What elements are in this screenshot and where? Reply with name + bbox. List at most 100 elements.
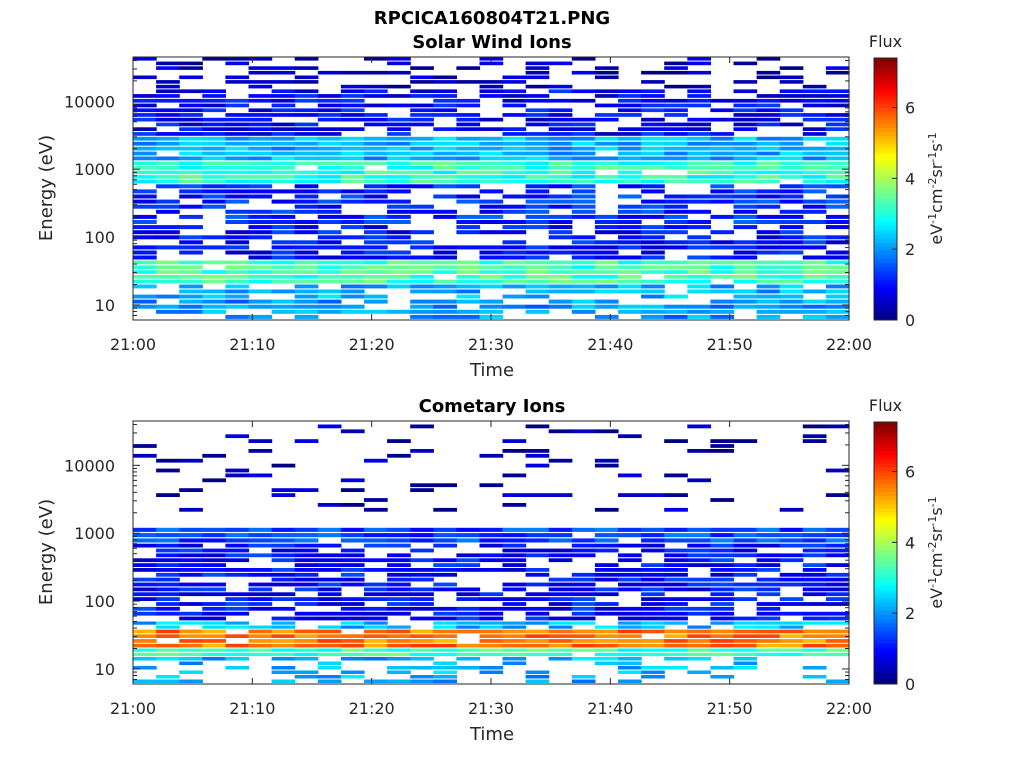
heatmap-cell	[179, 156, 203, 161]
heatmap-cell	[340, 127, 365, 131]
heatmap-cell	[687, 270, 711, 274]
heatmap-cell	[664, 587, 688, 592]
heatmap-cell	[779, 543, 804, 548]
heatmap-cell	[340, 538, 365, 543]
heatmap-cell	[340, 260, 365, 265]
colorbar-segment	[874, 291, 897, 296]
heatmap-cell	[133, 108, 157, 113]
heatmap-cell	[779, 209, 804, 214]
heatmap-cell	[410, 179, 434, 184]
heatmap-cell	[664, 175, 688, 179]
heatmap-cell	[571, 179, 596, 184]
colorbar-segment	[874, 107, 897, 112]
heatmap-cell	[687, 538, 711, 543]
colorbar-segment	[874, 103, 897, 108]
colorbar-segment	[874, 242, 897, 247]
heatmap-cell	[618, 220, 642, 224]
heatmap-cell	[779, 597, 804, 601]
heatmap-cell	[664, 113, 688, 117]
heatmap-cell	[340, 533, 365, 538]
heatmap-cell	[825, 136, 850, 141]
heatmap-cell	[225, 270, 250, 274]
heatmap-cell	[456, 141, 481, 146]
heatmap-cell	[548, 166, 573, 170]
colorbar-segment	[874, 148, 897, 153]
heatmap-cell	[710, 151, 735, 156]
heatmap-cell	[571, 189, 596, 194]
heatmap-cell	[433, 179, 457, 184]
colorbar-segment	[874, 311, 897, 317]
heatmap-cell	[156, 225, 180, 230]
heatmap-cell	[641, 151, 665, 156]
colorbar-segment	[874, 679, 897, 685]
heatmap-cell	[502, 141, 527, 146]
heatmap-cell	[433, 255, 457, 260]
colorbar-tick-label: 0	[905, 311, 915, 330]
heatmap-cell	[687, 587, 711, 592]
heatmap-cell	[364, 57, 388, 61]
heatmap-cell	[202, 616, 226, 621]
x-tick-label: 21:50	[707, 699, 753, 718]
heatmap-cell	[733, 666, 758, 670]
heatmap-cell	[641, 289, 665, 294]
heatmap-cell	[271, 245, 296, 250]
heatmap-cell	[733, 166, 758, 170]
heatmap-cell	[294, 587, 319, 592]
colorbar-segment	[874, 479, 897, 484]
heatmap-cell	[479, 538, 504, 543]
heatmap-cell	[687, 260, 711, 265]
heatmap-cell	[479, 127, 504, 131]
colorbar-segment	[874, 229, 897, 235]
heatmap-cell	[202, 260, 226, 265]
heatmap-cell	[641, 199, 665, 204]
heatmap-cell	[548, 597, 573, 601]
heatmap-cell	[502, 304, 527, 309]
heatmap-cell	[456, 592, 481, 597]
heatmap-cell	[825, 577, 850, 582]
heatmap-cell	[502, 220, 527, 224]
heatmap-cell	[271, 179, 296, 184]
heatmap-cell	[733, 625, 758, 629]
heatmap-cell	[687, 284, 711, 289]
heatmap-cell	[410, 424, 434, 429]
heatmap-cell	[225, 533, 250, 538]
heatmap-cell	[294, 270, 319, 274]
heatmap-cell	[294, 648, 319, 652]
heatmap-cell	[664, 240, 688, 245]
heatmap-cell	[479, 245, 504, 250]
heatmap-cell	[594, 429, 619, 434]
heatmap-cell	[294, 582, 319, 587]
heatmap-cell	[456, 611, 481, 616]
heatmap-cell	[456, 156, 481, 161]
x-axis-label: Time	[469, 360, 514, 381]
heatmap-cell	[340, 670, 365, 674]
heatmap-cell	[456, 279, 481, 284]
heatmap-cell	[456, 179, 481, 184]
heatmap-cell	[248, 184, 273, 189]
heatmap-cell	[133, 270, 157, 274]
heatmap-cell	[179, 611, 203, 616]
heatmap-cell	[641, 279, 665, 284]
heatmap-cell	[179, 458, 203, 463]
heatmap-cell	[710, 161, 735, 166]
heatmap-cell	[225, 170, 250, 175]
heatmap-cell	[202, 568, 226, 572]
heatmap-cell	[571, 275, 596, 279]
heatmap-cell	[618, 179, 642, 184]
heatmap-cell	[618, 657, 642, 661]
heatmap-cell	[387, 587, 411, 592]
heatmap-cell	[618, 132, 642, 136]
heatmap-cell	[433, 260, 457, 265]
heatmap-cell	[802, 98, 827, 103]
heatmap-cell	[502, 661, 527, 665]
heatmap-cell	[456, 98, 481, 103]
heatmap-cell	[387, 582, 411, 587]
heatmap-cell	[733, 146, 758, 151]
heatmap-cell	[225, 666, 250, 670]
heatmap-cell	[271, 289, 296, 294]
heatmap-cell	[825, 587, 850, 592]
heatmap-cell	[664, 597, 688, 601]
heatmap-cell	[594, 265, 619, 270]
heatmap-cell	[410, 629, 434, 634]
